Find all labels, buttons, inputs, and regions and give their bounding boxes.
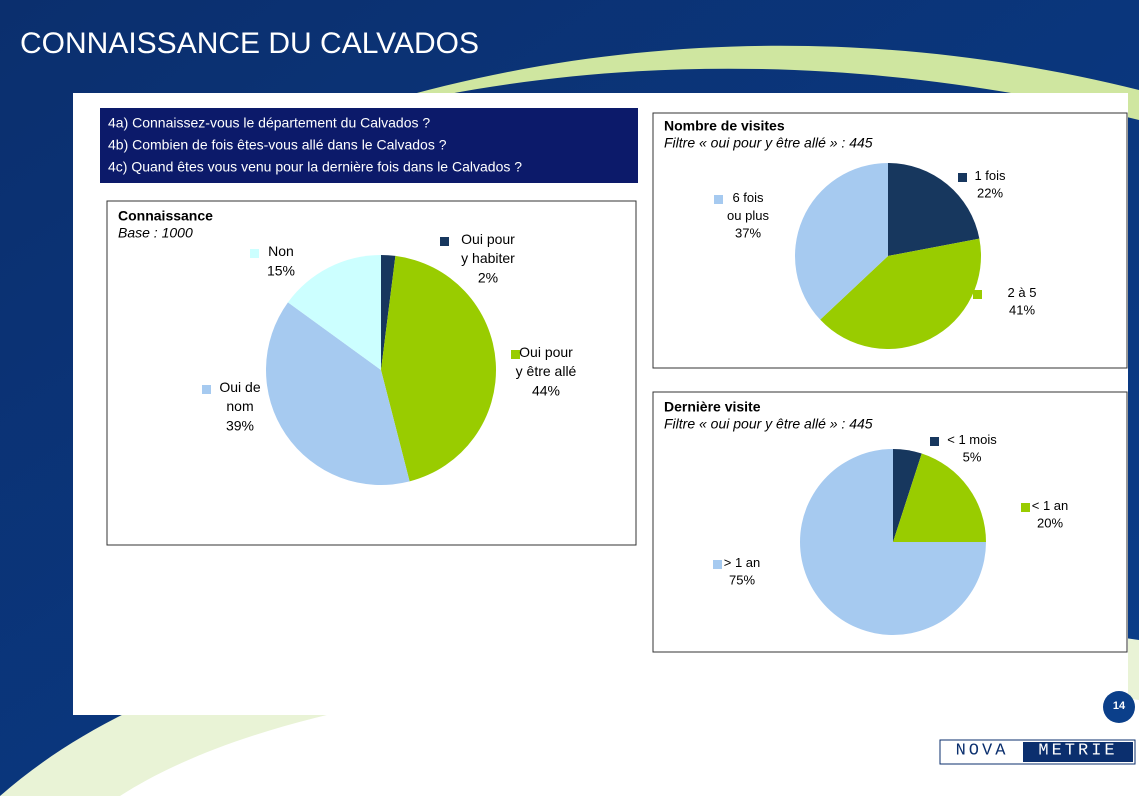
label-line: < 1 an	[1032, 498, 1069, 513]
logo-text: NOVA	[956, 741, 1009, 760]
label-line: y habiter	[461, 250, 515, 266]
label-line: 1 fois	[974, 168, 1006, 183]
pie-slice	[888, 163, 980, 256]
slice-label: Oui pour y habiter	[461, 231, 515, 266]
value-label: 15%	[267, 262, 295, 278]
value-label: 44%	[532, 382, 560, 398]
slice-label: < 1 mois	[947, 432, 997, 447]
pie-slice	[893, 453, 986, 542]
label-line: 6 fois	[732, 190, 764, 205]
label-line: nom	[226, 398, 253, 414]
legend-swatch	[714, 195, 723, 204]
pie-slice	[820, 238, 981, 349]
label-line: Non	[268, 243, 294, 259]
pie-slice	[287, 255, 381, 370]
pie-slice	[893, 449, 922, 542]
chart-title: Dernière visite	[664, 398, 761, 414]
question: 4c) Quand êtes vous venu pour la dernièr…	[108, 158, 522, 174]
chart-subtitle: Filtre « oui pour y être allé » : 445	[664, 415, 873, 431]
pie-slice	[266, 302, 410, 485]
chart-subtitle: Filtre « oui pour y être allé » : 445	[664, 134, 873, 150]
label-line: Oui pour	[519, 344, 573, 360]
legend-swatch	[511, 350, 520, 359]
value-label: 5%	[963, 450, 982, 465]
legend-swatch	[713, 560, 722, 569]
value-label: 75%	[729, 573, 755, 588]
swoosh	[300, 45, 1139, 130]
value-label: 22%	[977, 186, 1003, 201]
slice-label: > 1 an	[724, 555, 761, 570]
slice-label: Non	[268, 243, 294, 259]
label-line: ou plus	[727, 208, 769, 223]
label-line: > 1 an	[724, 555, 761, 570]
question: 4a) Connaissez-vous le département du Ca…	[108, 114, 430, 130]
legend-swatch	[1021, 503, 1030, 512]
slice-label: 6 fois ou plus	[727, 190, 769, 223]
legend-swatch	[958, 173, 967, 182]
label-line: y être allé	[516, 363, 577, 379]
question-box	[100, 108, 638, 183]
slide-title: CONNAISSANCE DU CALVADOS	[20, 27, 479, 60]
pie-slice	[800, 449, 986, 635]
pie-slice	[381, 255, 496, 482]
value-label: 37%	[735, 226, 761, 241]
legend-swatch	[202, 385, 211, 394]
chart-subtitle: Base : 1000	[118, 224, 193, 240]
slice-label: Oui de nom	[219, 379, 260, 414]
logo-block	[1023, 742, 1133, 762]
slice-label: Oui pour y être allé	[516, 344, 577, 379]
slice-label: 2 à 5	[1008, 285, 1037, 300]
legend-swatch	[973, 290, 982, 299]
label-line: 2 à 5	[1008, 285, 1037, 300]
page-badge	[1103, 691, 1135, 723]
legend-swatch	[930, 437, 939, 446]
value-label: 20%	[1037, 516, 1063, 531]
value-label: 41%	[1009, 303, 1035, 318]
question: 4b) Combien de fois êtes-vous allé dans …	[108, 136, 447, 152]
value-label: 39%	[226, 417, 254, 433]
label-line: Oui de	[219, 379, 260, 395]
chart-title: Nombre de visites	[664, 117, 785, 133]
pie-slice	[381, 255, 396, 370]
legend-swatch	[440, 237, 449, 246]
logo-text: METRIE	[1038, 741, 1117, 760]
label-line: Oui pour	[461, 231, 515, 247]
label-line: < 1 mois	[947, 432, 997, 447]
pie-slice	[795, 163, 888, 320]
slice-label: 1 fois	[974, 168, 1006, 183]
page-number: 14	[1113, 700, 1126, 712]
chart-title: Connaissance	[118, 207, 213, 223]
value-label: 2%	[478, 269, 498, 285]
slice-label: < 1 an	[1032, 498, 1069, 513]
legend-swatch	[250, 249, 259, 258]
